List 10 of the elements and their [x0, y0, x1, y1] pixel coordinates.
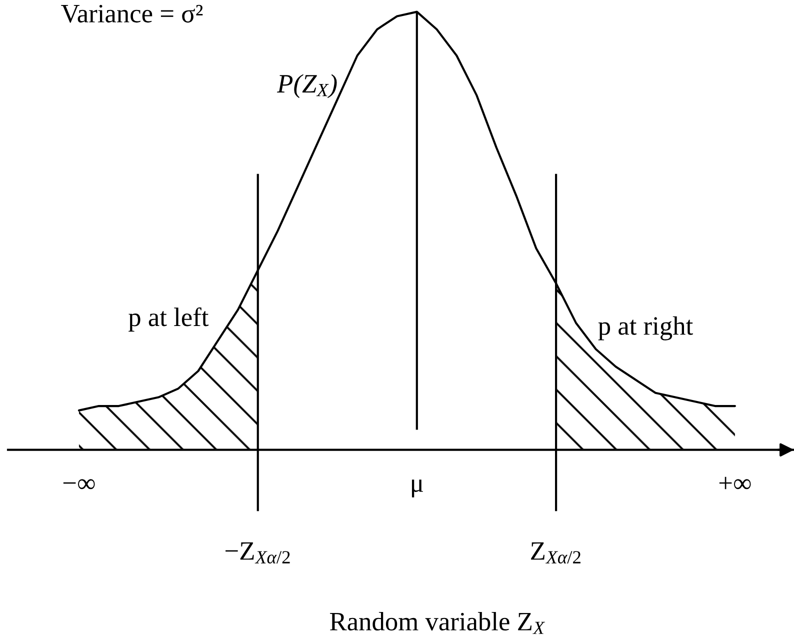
x-axis-title: Random variable Z$_{X}$ [330, 612, 546, 634]
x-tick-label: μ [412, 480, 423, 498]
x-tick-label: −Z$_{Xα/2}$ [226, 542, 290, 564]
series-label: p at left [128, 307, 209, 332]
x-tick-label: Z$_{Xα/2}$ [531, 542, 580, 564]
annotation: Variance = σ² [61, 4, 203, 23]
series-label: P(Z$_{X}$) [276, 74, 337, 98]
x-tick-label: −∞ [63, 479, 95, 490]
series-label: p at right [598, 316, 693, 340]
x-tick-label: +∞ [719, 476, 751, 490]
